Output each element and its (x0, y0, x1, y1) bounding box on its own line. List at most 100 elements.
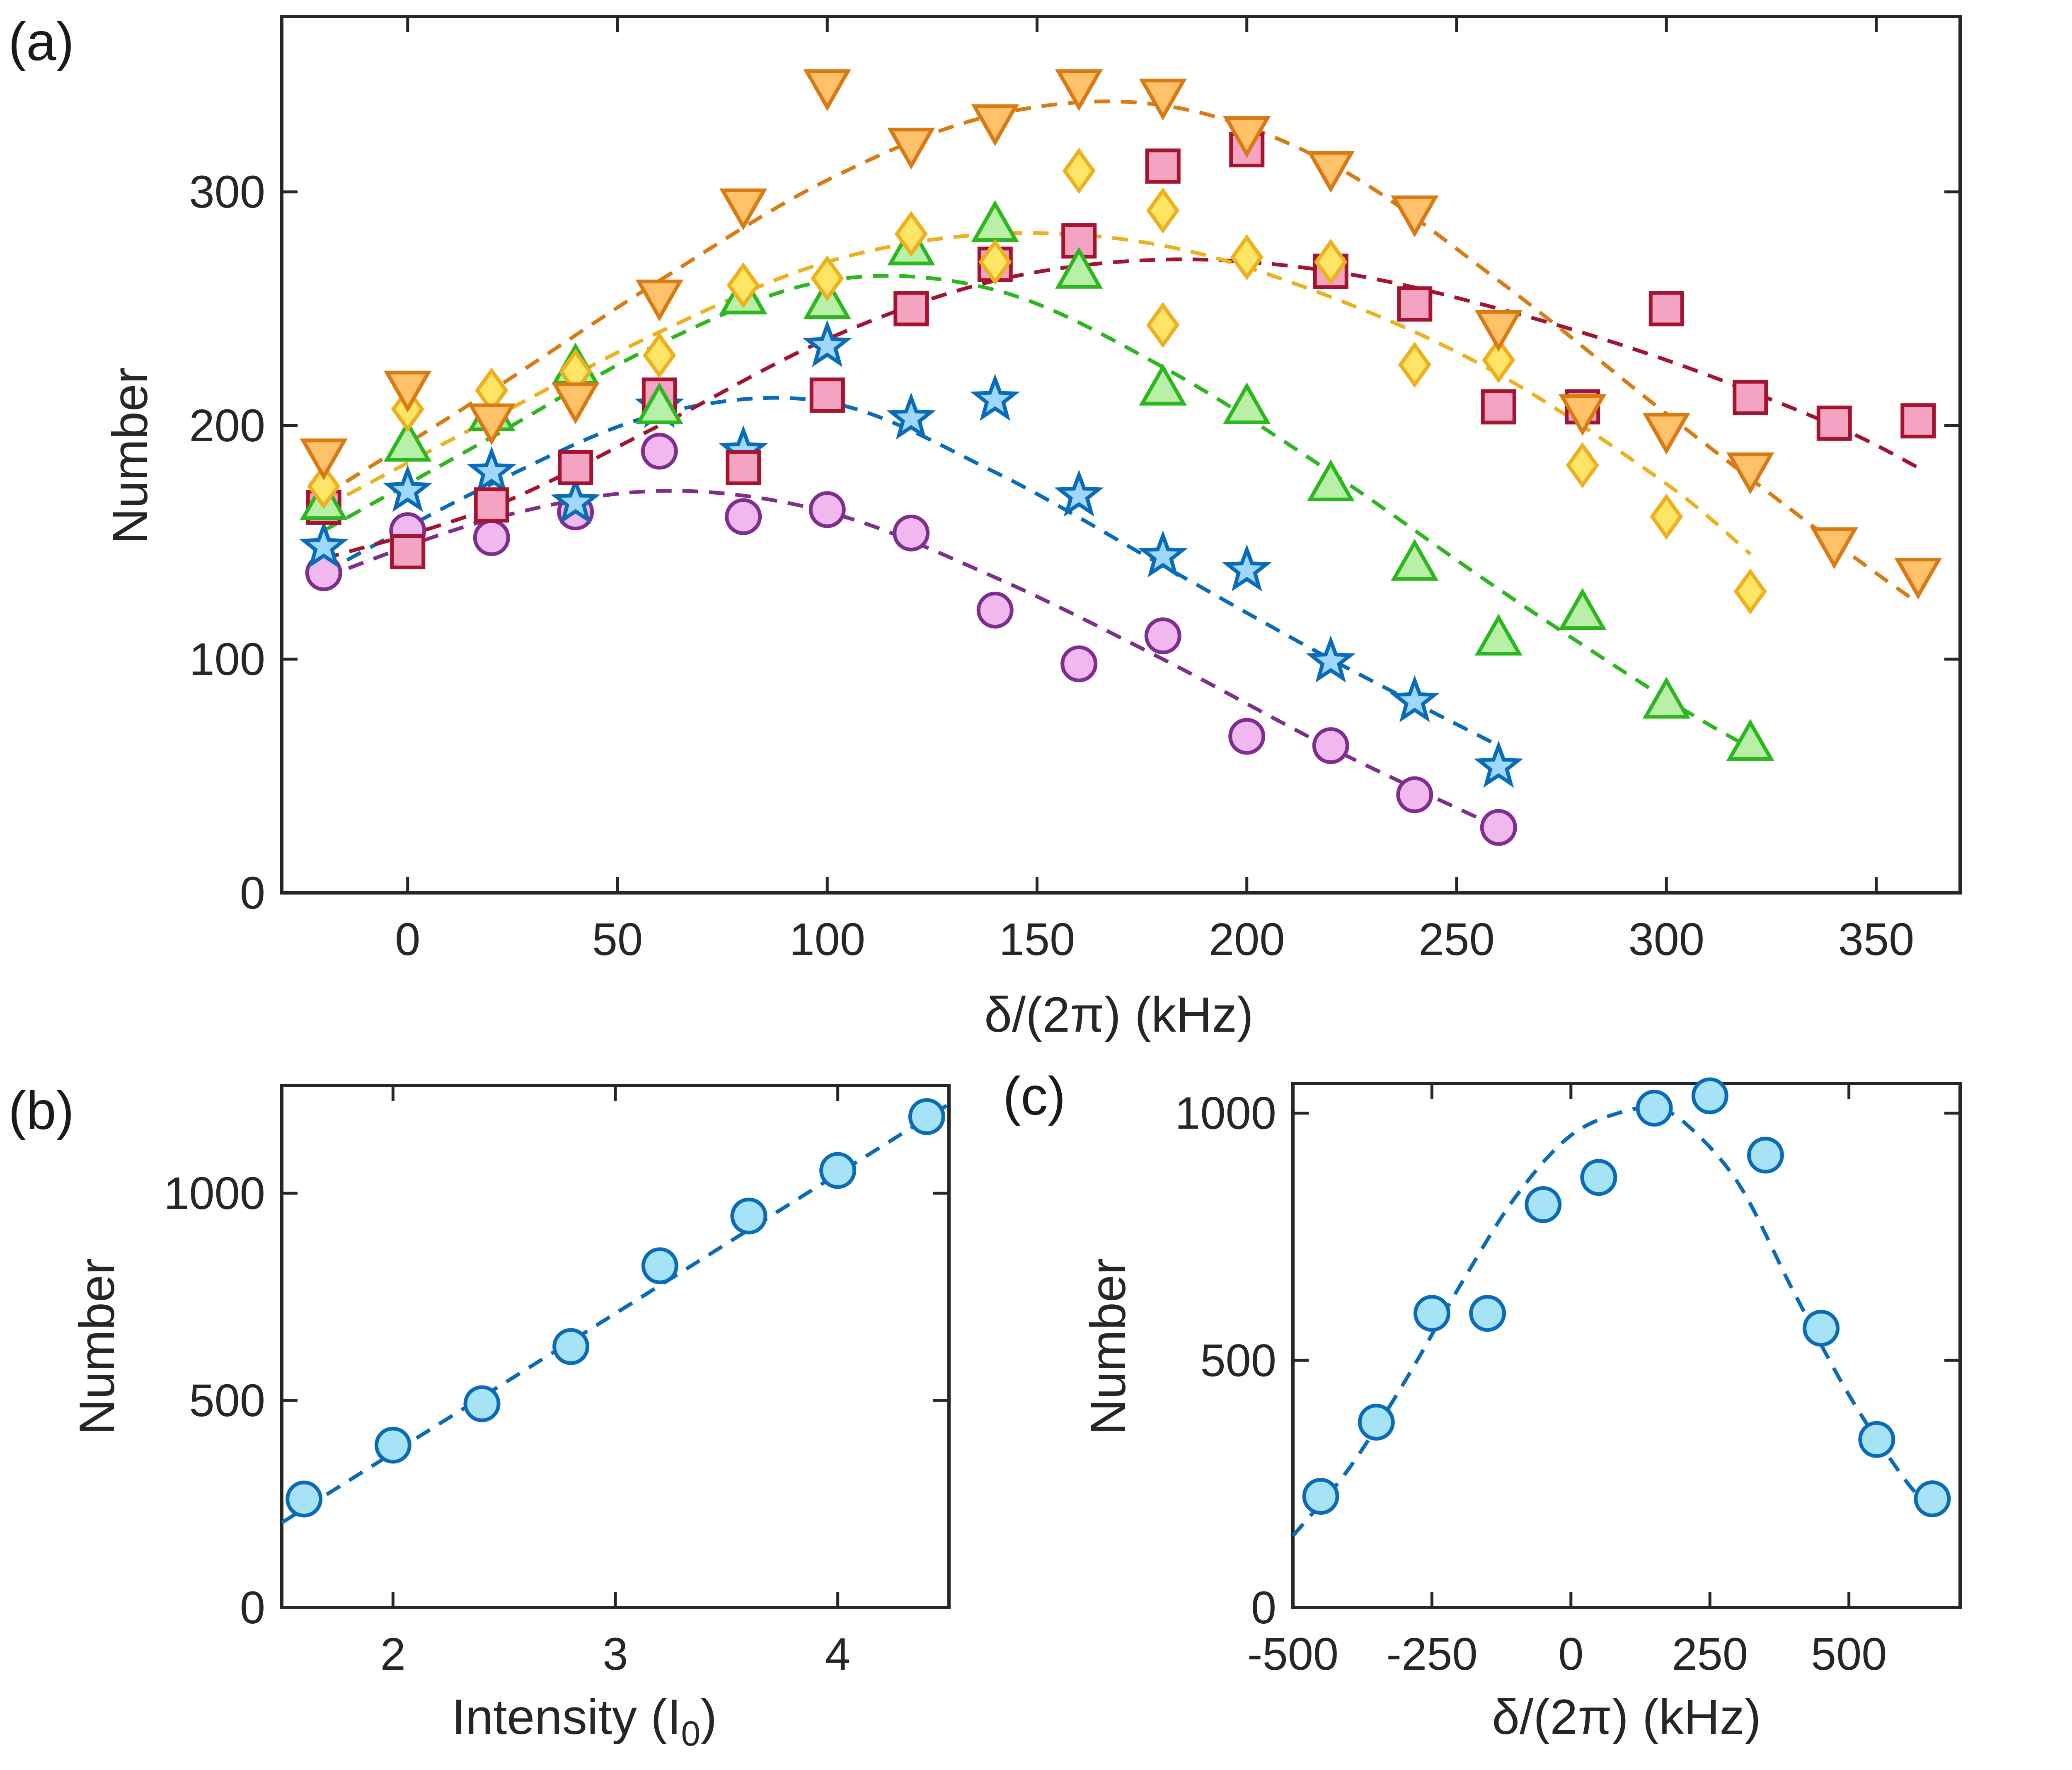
x-tick-label: 250 (1418, 914, 1495, 965)
data-point-diamonds (1650, 493, 1683, 540)
fit-line-intensity (281, 1103, 950, 1524)
data-point-diamonds (643, 332, 676, 379)
data-point-detuning (1914, 1480, 1951, 1517)
panel-a-y-axis-label: Number (102, 368, 158, 544)
data-point-circles (1480, 809, 1517, 846)
data-point-detuning (1525, 1186, 1562, 1223)
data-point-up-triangles (1222, 382, 1271, 424)
panel-b-y-axis-label: Number (69, 1258, 125, 1435)
data-point-squares (1145, 148, 1181, 184)
x-tick-label: 3 (603, 1629, 628, 1680)
panel-b-x-axis-label-subscript: 0 (681, 1714, 701, 1753)
y-tick-label: 500 (189, 1375, 265, 1426)
data-point-stars (382, 465, 433, 512)
y-tick-label: 1000 (164, 1168, 265, 1219)
fit-line-squares (323, 257, 1919, 561)
panel-c-y-axis-label: Number (1080, 1258, 1136, 1435)
data-point-stars (1054, 469, 1104, 517)
data-point-up-triangles (1474, 614, 1523, 656)
data-point-diamonds (1146, 187, 1180, 234)
data-point-down-triangles (1894, 557, 1942, 600)
data-point-circles (473, 519, 510, 556)
panel-a-markers (299, 69, 1942, 846)
data-point-diamonds (894, 210, 928, 257)
data-point-up-triangles (1726, 718, 1774, 761)
x-tick-label: 100 (789, 914, 865, 965)
data-point-stars (1138, 530, 1188, 578)
data-point-diamonds (307, 463, 341, 510)
data-point-intensity (286, 1480, 323, 1518)
x-tick-label: 250 (1672, 1629, 1748, 1680)
y-tick-label: 0 (240, 1582, 265, 1633)
data-point-circles (725, 498, 762, 535)
data-point-stars (550, 476, 600, 524)
y-tick-label: 0 (1251, 1582, 1276, 1633)
x-tick-label: 0 (1558, 1629, 1583, 1680)
data-point-circles (1312, 727, 1349, 764)
data-point-down-triangles (719, 188, 767, 230)
data-point-up-triangles (1139, 363, 1187, 406)
data-point-squares (1733, 380, 1768, 415)
data-point-intensity (641, 1247, 678, 1284)
data-point-down-triangles (551, 382, 600, 425)
x-tick-label: 300 (1628, 914, 1704, 965)
data-point-down-triangles (1222, 116, 1271, 158)
data-point-diamonds (1230, 234, 1264, 280)
data-point-down-triangles (300, 438, 348, 481)
data-point-down-triangles (1390, 195, 1439, 237)
x-tick-label: 350 (1838, 914, 1915, 965)
x-tick-label: 4 (825, 1629, 850, 1680)
y-tick-label: 1000 (1175, 1088, 1276, 1139)
panel-c: (c) -500 -250 0 250 500 0 500 1000 δ/(2π) (kHz)… (1003, 1066, 1962, 1745)
panel-b-ticks: 2 3 4 0 500 1000 (164, 1086, 949, 1680)
data-point-diamonds (1062, 148, 1096, 194)
data-point-diamonds (1398, 341, 1431, 388)
x-tick-label: -500 (1247, 1629, 1339, 1680)
data-point-up-triangles (1642, 677, 1691, 719)
data-point-stars (1474, 740, 1524, 788)
y-tick-label: 200 (189, 400, 265, 451)
data-point-up-triangles (1055, 247, 1103, 289)
data-point-up-triangles (635, 382, 684, 424)
data-point-diamonds (1733, 568, 1767, 615)
data-point-up-triangles (1558, 588, 1607, 630)
data-point-stars (1389, 675, 1440, 723)
data-point-circles (1060, 645, 1098, 682)
data-point-diamonds (1314, 239, 1348, 285)
x-tick-label: 50 (592, 914, 643, 965)
data-point-down-triangles (1726, 452, 1774, 495)
panel-b-x-axis-label-main: Intensity (I (452, 1689, 681, 1745)
data-point-down-triangles (971, 104, 1019, 146)
data-point-up-triangles (1390, 539, 1439, 581)
data-point-up-triangles (383, 420, 432, 462)
data-point-circles (976, 592, 1014, 629)
panel-c-x-axis-label: δ/(2π) (kHz) (1492, 1689, 1761, 1745)
data-point-detuning (1358, 1403, 1395, 1441)
data-point-circles (1396, 776, 1433, 813)
data-point-down-triangles (803, 69, 852, 111)
data-point-diamonds (1146, 302, 1180, 348)
y-tick-label: 300 (189, 167, 265, 218)
data-point-squares (1481, 389, 1516, 425)
data-point-stars (299, 521, 349, 568)
panel-c-axes-box (1291, 1082, 1962, 1609)
data-point-detuning (1413, 1295, 1450, 1332)
data-point-stars (886, 392, 936, 440)
data-point-diamonds (726, 262, 760, 309)
data-point-squares (1816, 405, 1852, 441)
data-point-up-triangles (971, 200, 1019, 242)
data-point-circles (1228, 718, 1266, 755)
data-point-down-triangles (1558, 394, 1607, 436)
panel-b-markers (286, 1098, 945, 1518)
data-point-intensity (908, 1098, 945, 1135)
data-point-diamonds (1566, 442, 1599, 488)
fit-line-down-triangles (322, 99, 1920, 605)
panel-a-ticks: 0 50 100 150 200 250 300 350 0 100 200 300 (189, 17, 1960, 965)
y-tick-label: 500 (1200, 1335, 1276, 1386)
data-point-detuning (1803, 1310, 1840, 1347)
data-point-diamonds (1482, 337, 1515, 383)
data-point-stars (1306, 635, 1356, 683)
x-tick-label: 150 (999, 914, 1075, 965)
data-point-squares (1648, 291, 1684, 326)
